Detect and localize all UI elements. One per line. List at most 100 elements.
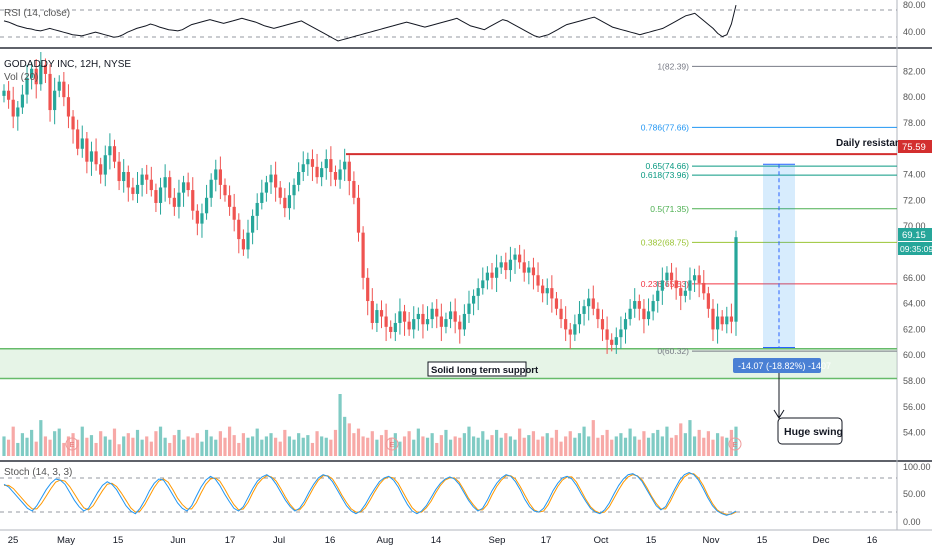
price-panel: 1(82.39) 0.786(77.66) 0.65(74.66)0.618(73.…: [0, 52, 932, 456]
candle-body: [71, 116, 75, 130]
candle-body: [11, 99, 15, 117]
volume-bar: [191, 437, 195, 456]
volume-bar: [251, 436, 255, 456]
volume-bar: [642, 431, 646, 456]
volume-bar: [375, 439, 379, 456]
candle-body: [669, 272, 674, 281]
candle-body: [7, 90, 11, 100]
candle-body: [108, 146, 112, 156]
volume-bar: [278, 441, 282, 456]
price-tick: 80.00: [903, 92, 926, 102]
candle-body: [232, 206, 236, 220]
candle-body: [651, 301, 655, 312]
volume-bar: [158, 426, 163, 456]
volume-bar: [287, 436, 292, 456]
volume-bar: [435, 442, 439, 456]
candle-body: [112, 146, 117, 162]
volume-bar: [30, 429, 34, 456]
candle-body: [329, 159, 333, 172]
volume-bar: [393, 433, 397, 456]
candle-body: [536, 275, 540, 286]
candle-body: [495, 267, 499, 278]
volume-bar: [545, 433, 549, 456]
rsi-line: [3, 4, 737, 42]
volume-bar: [430, 433, 434, 456]
countdown: 09:35:09: [900, 244, 932, 254]
price-tick: 64.00: [903, 299, 926, 309]
volume-bar: [591, 420, 595, 456]
candle-body: [610, 339, 614, 345]
candle-body: [34, 68, 38, 85]
candle-body: [513, 254, 517, 260]
volume-bar: [573, 437, 577, 456]
candle-body: [706, 293, 710, 309]
volume-bar: [352, 433, 356, 456]
fib-label: 0.382(68.75): [641, 237, 689, 247]
volume-bar: [531, 431, 536, 456]
candle-body: [412, 319, 416, 330]
candle-body: [310, 159, 315, 167]
volume-bar: [177, 429, 181, 456]
candle-body: [25, 77, 29, 95]
candle-body: [375, 310, 379, 323]
fib-label: 0.65(74.66): [646, 161, 690, 171]
earnings-marker-label: E: [389, 440, 394, 449]
volume-bar: [214, 439, 218, 456]
volume-bar: [320, 436, 324, 456]
candle-body: [462, 313, 466, 330]
volume-bar: [495, 429, 499, 456]
volume-bar: [306, 435, 310, 456]
x-tick-label: 25: [8, 535, 19, 546]
volume-bar: [361, 436, 365, 456]
candle-body: [89, 151, 94, 162]
volume-bar: [518, 428, 522, 456]
rsi-tick-80: 80.00: [903, 0, 926, 10]
volume-bar: [301, 437, 305, 456]
candle-body: [416, 313, 420, 320]
candle-body: [564, 319, 568, 330]
candle-body: [550, 288, 554, 299]
volume-bar: [260, 439, 264, 456]
candle-body: [715, 316, 720, 330]
candle-body: [214, 169, 218, 180]
x-tick-label: 17: [541, 535, 552, 546]
volume-bar: [596, 437, 600, 456]
x-tick-label: Jul: [273, 535, 285, 546]
volume-bar: [80, 426, 84, 456]
volume-bar: [310, 442, 315, 456]
volume-bar: [600, 435, 605, 456]
x-tick-label: Aug: [377, 535, 394, 546]
volume-bar: [324, 437, 328, 456]
candle-body: [605, 329, 609, 340]
volume-bar: [605, 429, 609, 456]
x-tick-label: 15: [113, 535, 124, 546]
candle-body: [356, 197, 361, 233]
candle-body: [504, 262, 508, 271]
candle-body: [237, 219, 241, 240]
candle-body: [435, 308, 439, 317]
candle-body: [283, 197, 287, 209]
volume-bar: [628, 428, 632, 456]
volume-bar: [513, 439, 517, 456]
fib-label: 0.786(77.66): [641, 122, 689, 132]
candle-body: [421, 313, 425, 325]
candle-body: [481, 280, 485, 289]
x-tick-label: Nov: [703, 535, 720, 546]
fib-label: 0.618(73.96): [641, 170, 689, 180]
volume-bar: [7, 439, 11, 456]
candle-body: [734, 237, 738, 322]
volume-bar: [39, 420, 43, 456]
volume-bar: [688, 420, 692, 456]
volume-bar: [444, 429, 448, 456]
volume-bar: [168, 442, 172, 456]
volume-bar: [99, 431, 103, 456]
candle-body: [725, 316, 729, 325]
candle-body: [637, 301, 641, 309]
volume-bar: [154, 431, 158, 456]
volume-bar: [264, 436, 269, 456]
volume-bar: [587, 436, 591, 456]
volume-bar: [204, 429, 209, 456]
volume-bar: [209, 436, 213, 456]
rsi-label: RSI (14, close): [4, 8, 70, 19]
